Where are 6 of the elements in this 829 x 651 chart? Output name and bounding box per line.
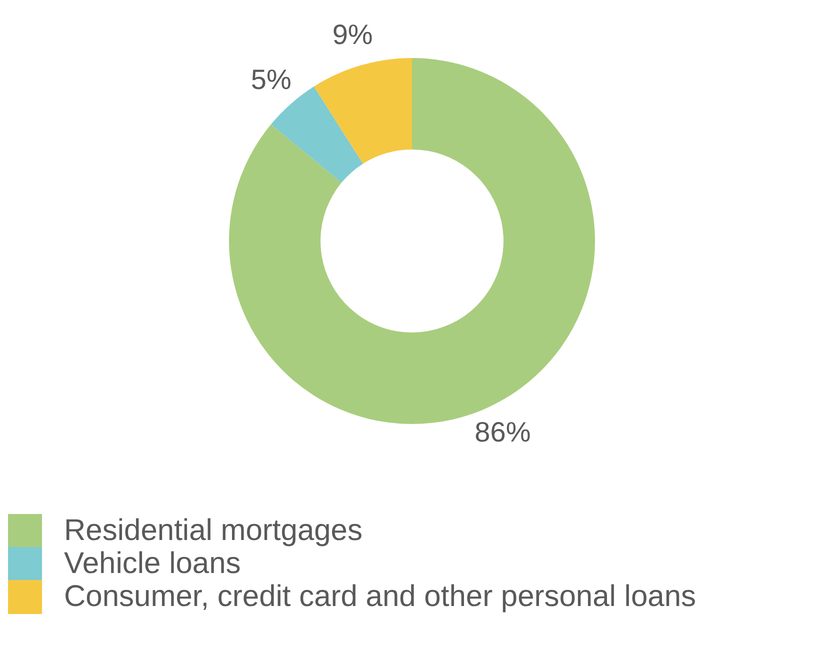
data-label: 86% xyxy=(474,416,531,448)
legend-label: Consumer, credit card and other personal loans xyxy=(64,580,696,614)
data-label: 9% xyxy=(332,19,373,50)
legend-label: Vehicle loans xyxy=(64,546,241,580)
data-label: 5% xyxy=(250,64,292,95)
legend-label: Residential mortgages xyxy=(64,514,362,548)
